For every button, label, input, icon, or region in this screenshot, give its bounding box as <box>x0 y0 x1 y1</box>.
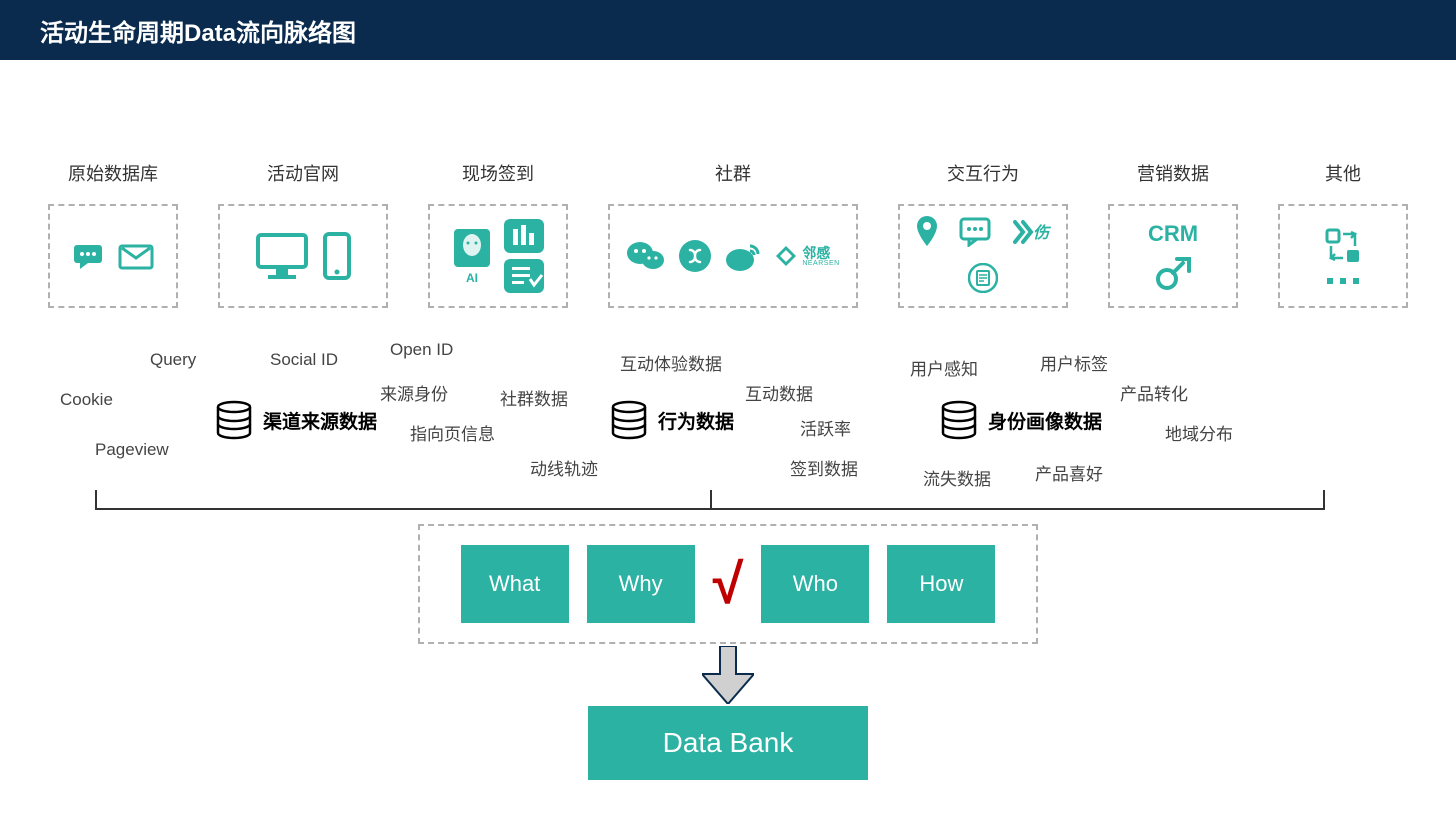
arrow-down-icon <box>702 646 754 709</box>
miniapp-icon <box>678 239 712 273</box>
wwwh-why: Why <box>587 545 695 623</box>
tag-12: 签到数据 <box>790 455 858 480</box>
database-icon <box>610 400 648 440</box>
link-icon <box>1153 255 1193 291</box>
tag-2: Pageview <box>95 440 169 460</box>
tag-9: 互动体验数据 <box>620 350 722 375</box>
database-icon <box>215 400 253 440</box>
source-4: 交互行为伤 <box>898 160 1068 308</box>
source-label: 社群 <box>715 160 751 186</box>
svg-text:伤: 伤 <box>1033 224 1052 242</box>
wwwh-how: How <box>887 545 995 623</box>
bracket-tick <box>710 490 712 510</box>
databank-box: Data Bank <box>588 706 868 780</box>
pin-icon <box>913 214 941 250</box>
tag-8: 动线轨迹 <box>530 455 598 480</box>
wwwh-what: What <box>461 545 569 623</box>
tag-3: Social ID <box>270 350 338 370</box>
tag-14: 流失数据 <box>923 465 991 490</box>
tag-11: 活跃率 <box>800 415 851 440</box>
tag-13: 用户感知 <box>910 355 978 380</box>
wechat-icon <box>626 239 666 273</box>
chart-check-icon <box>504 219 544 293</box>
brand-icon: 伤 <box>1009 218 1053 246</box>
weibo-icon <box>724 240 762 272</box>
tag-4: Open ID <box>390 340 453 360</box>
source-5: 营销数据 CRM <box>1108 160 1238 308</box>
mail-icon <box>118 242 154 270</box>
tag-1: Cookie <box>60 390 113 410</box>
tag-18: 地域分布 <box>1165 420 1233 445</box>
tag-17: 产品转化 <box>1120 380 1188 405</box>
phone-icon <box>322 231 352 281</box>
nearsen-icon: 邻感NEARSEN <box>774 244 839 268</box>
source-box <box>48 204 178 308</box>
source-box: 邻感NEARSEN <box>608 204 858 308</box>
monitor-icon <box>254 231 310 281</box>
tag-5: 来源身份 <box>380 380 448 405</box>
header-bar: 活动生命周期Data流向脉络图 <box>0 0 1456 60</box>
db-group-0: 渠道来源数据 <box>215 400 377 440</box>
source-label: 活动官网 <box>267 160 339 186</box>
source-box: 伤 <box>898 204 1068 308</box>
db-group-2: 身份画像数据 <box>940 400 1102 440</box>
source-box: AI <box>428 204 568 308</box>
crm-icon: CRM <box>1148 221 1198 247</box>
source-label: 现场签到 <box>462 160 534 186</box>
wwwh-container: WhatWhy √ WhoHow <box>418 524 1038 644</box>
tag-15: 用户标签 <box>1040 350 1108 375</box>
dots-icon <box>1325 276 1361 286</box>
tag-0: Query <box>150 350 196 370</box>
tag-7: 社群数据 <box>500 385 568 410</box>
source-2: 现场签到 AI <box>428 160 568 308</box>
source-3: 社群邻感NEARSEN <box>608 160 858 308</box>
source-label: 营销数据 <box>1137 160 1209 186</box>
source-label: 其他 <box>1325 160 1361 186</box>
cycle-icon <box>1323 226 1363 266</box>
page-title: 活动生命周期Data流向脉络图 <box>40 13 356 48</box>
source-1: 活动官网 <box>218 160 388 308</box>
tag-6: 指向页信息 <box>410 420 495 445</box>
tag-16: 产品喜好 <box>1035 460 1103 485</box>
source-box <box>218 204 388 308</box>
checkmark-icon: √ <box>713 556 744 612</box>
db-group-1: 行为数据 <box>610 400 734 440</box>
source-0: 原始数据库 <box>48 160 178 308</box>
tag-10: 互动数据 <box>745 380 813 405</box>
source-label: 原始数据库 <box>68 160 158 186</box>
db-label: 渠道来源数据 <box>263 407 377 434</box>
db-label: 身份画像数据 <box>988 407 1102 434</box>
source-box: CRM <box>1108 204 1238 308</box>
database-icon <box>940 400 978 440</box>
comment-icon <box>959 217 991 247</box>
chat-icon <box>72 241 106 271</box>
db-label: 行为数据 <box>658 407 734 434</box>
source-label: 交互行为 <box>947 160 1019 186</box>
source-box <box>1278 204 1408 308</box>
source-6: 其他 <box>1278 160 1408 308</box>
face-ai-icon: AI <box>452 227 492 285</box>
doc-icon <box>968 263 998 293</box>
sources-row: 原始数据库 活动官网 现场签到 AI 社群邻感NEARSEN 交互行为伤 营销数据 CRM 其他 <box>48 160 1408 308</box>
wwwh-who: Who <box>761 545 869 623</box>
